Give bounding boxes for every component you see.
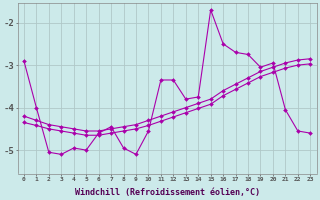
X-axis label: Windchill (Refroidissement éolien,°C): Windchill (Refroidissement éolien,°C) [75,188,260,197]
